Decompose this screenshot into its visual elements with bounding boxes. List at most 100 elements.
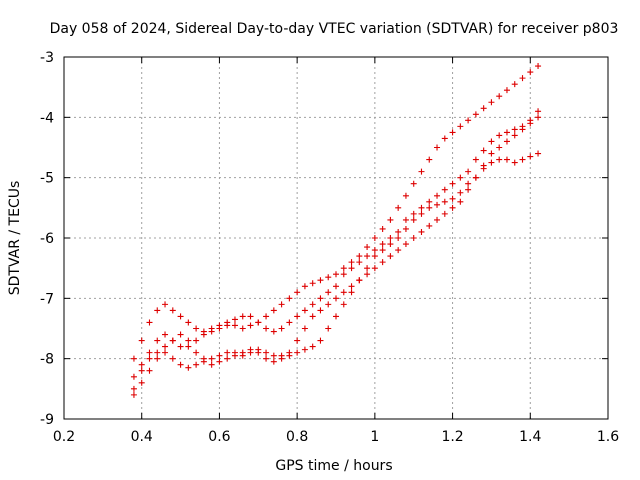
data-point bbox=[333, 313, 339, 320]
data-point bbox=[496, 93, 503, 100]
x-tick-label: 1.6 bbox=[597, 429, 619, 445]
data-point bbox=[130, 385, 137, 392]
data-point bbox=[162, 301, 169, 308]
data-point bbox=[193, 349, 200, 356]
x-tick-label: 1.2 bbox=[441, 429, 463, 445]
data-point bbox=[130, 373, 137, 380]
data-point bbox=[263, 355, 270, 362]
data-point bbox=[146, 319, 153, 326]
data-point bbox=[185, 319, 192, 326]
data-point bbox=[309, 301, 316, 308]
data-point bbox=[426, 222, 433, 229]
data-point bbox=[457, 189, 464, 196]
data-point bbox=[208, 325, 215, 332]
data-point bbox=[364, 265, 371, 272]
data-point bbox=[480, 105, 487, 112]
data-point bbox=[208, 355, 215, 362]
data-point bbox=[364, 244, 371, 251]
data-point bbox=[239, 325, 246, 332]
data-point bbox=[301, 346, 308, 353]
data-point bbox=[286, 319, 293, 326]
data-point bbox=[441, 135, 448, 142]
data-point bbox=[162, 331, 169, 338]
data-point bbox=[503, 87, 510, 94]
data-point bbox=[348, 289, 355, 296]
data-point bbox=[503, 156, 510, 163]
data-point bbox=[294, 337, 301, 344]
data-point bbox=[146, 367, 153, 374]
data-point bbox=[294, 349, 301, 356]
data-point bbox=[511, 132, 518, 139]
data-point bbox=[286, 295, 293, 302]
chart-title: Day 058 of 2024, Sidereal Day-to-day VTE… bbox=[50, 21, 619, 37]
data-point bbox=[193, 325, 200, 332]
data-point bbox=[348, 265, 355, 272]
data-point bbox=[255, 346, 262, 353]
x-tick-label: 0.6 bbox=[208, 429, 230, 445]
data-point bbox=[410, 210, 417, 217]
series-track-4 bbox=[130, 114, 542, 398]
data-point bbox=[231, 316, 238, 323]
data-point bbox=[224, 355, 231, 362]
data-point bbox=[426, 156, 433, 163]
y-tick-label: -5 bbox=[40, 171, 54, 187]
data-point bbox=[488, 150, 495, 157]
data-point bbox=[480, 147, 487, 154]
data-point bbox=[441, 186, 448, 193]
data-point bbox=[356, 259, 363, 266]
data-point bbox=[185, 337, 192, 344]
data-point bbox=[200, 355, 207, 362]
data-point bbox=[387, 235, 394, 241]
data-point bbox=[371, 235, 378, 241]
data-point bbox=[426, 204, 433, 211]
data-point bbox=[317, 337, 324, 344]
data-point bbox=[379, 241, 386, 248]
data-point bbox=[519, 156, 526, 163]
data-point bbox=[395, 204, 402, 211]
data-point bbox=[177, 361, 184, 368]
data-point bbox=[333, 295, 339, 302]
data-point bbox=[387, 216, 394, 223]
data-point bbox=[395, 228, 402, 235]
data-point bbox=[255, 319, 262, 326]
data-point bbox=[317, 277, 324, 284]
data-point bbox=[371, 247, 378, 254]
data-point bbox=[340, 301, 347, 308]
data-point bbox=[511, 81, 518, 88]
data-point bbox=[270, 352, 277, 359]
x-tick-label: 0.8 bbox=[286, 429, 308, 445]
data-point bbox=[239, 349, 246, 356]
data-point bbox=[162, 343, 169, 350]
x-tick-labels: 0.2 0.4 0.6 0.8 1 1.2 1.4 1.6 bbox=[53, 429, 619, 445]
data-point bbox=[177, 331, 184, 338]
data-point bbox=[356, 277, 363, 284]
data-point bbox=[488, 99, 495, 106]
data-point bbox=[200, 328, 207, 335]
data-point bbox=[263, 325, 270, 332]
series-track-2 bbox=[130, 108, 542, 362]
data-point bbox=[410, 180, 417, 187]
data-point bbox=[410, 216, 417, 223]
data-point bbox=[231, 322, 238, 329]
data-point bbox=[263, 313, 270, 320]
data-point bbox=[325, 289, 332, 296]
data-point bbox=[379, 259, 386, 266]
data-point bbox=[356, 253, 363, 260]
data-point bbox=[488, 138, 495, 145]
y-tick-label: -4 bbox=[40, 110, 54, 126]
data-point bbox=[224, 349, 231, 356]
data-point bbox=[154, 337, 161, 344]
data-point bbox=[535, 150, 542, 157]
series-track-1 bbox=[130, 63, 542, 392]
data-point bbox=[270, 307, 277, 314]
data-point bbox=[496, 156, 503, 163]
data-point bbox=[286, 349, 293, 356]
data-point bbox=[395, 235, 402, 241]
data-point bbox=[231, 352, 238, 359]
data-point bbox=[294, 313, 301, 320]
y-tick-label: -9 bbox=[40, 412, 54, 428]
data-point bbox=[325, 274, 332, 281]
data-point bbox=[434, 144, 441, 151]
data-point bbox=[138, 379, 145, 386]
data-point bbox=[130, 391, 137, 398]
